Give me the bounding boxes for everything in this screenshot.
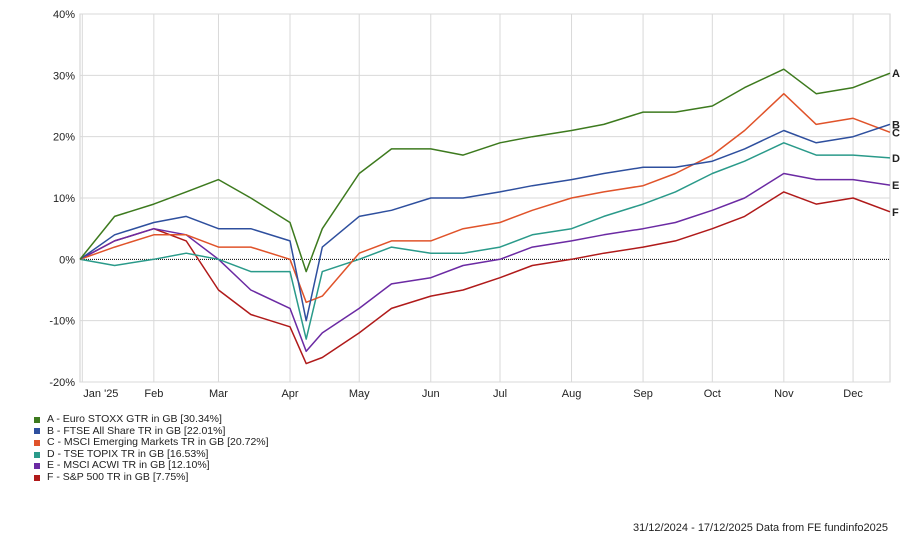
line-chart: 40% 30% 20% 10% 0% -10% -20% Jan '25 Feb Mar Apr Ma… (49, 9, 900, 400)
series-end-label: F (892, 207, 899, 219)
legend-label: F - S&P 500 TR in GB [7.75%] (47, 470, 189, 483)
legend-swatch (34, 428, 40, 435)
legend-swatch (34, 451, 40, 458)
series-end-label: D (892, 153, 900, 165)
legend-label: A - Euro STOXX GTR in GB [30.34%] (47, 413, 222, 425)
y-tick-label: -20% (49, 377, 75, 389)
legend-swatch (34, 416, 40, 423)
series-end-label: C (892, 127, 900, 139)
series-line-a (79, 68, 891, 273)
x-tick-label: Dec (843, 388, 863, 400)
legend-label: C - MSCI Emerging Markets TR in GB [20.7… (47, 436, 269, 449)
series-line-d (79, 142, 891, 340)
x-tick-label: May (349, 388, 370, 400)
data-source-footer: 31/12/2024 - 17/12/2025 Data from FE fun… (632, 522, 888, 534)
y-tick-label: 0% (59, 254, 75, 266)
x-tick-label: Jul (493, 388, 507, 400)
y-tick-label: -10% (49, 316, 75, 328)
series-line-c (79, 92, 891, 304)
series-line-f (79, 191, 891, 365)
x-tick-label: Mar (209, 388, 228, 400)
legend-label: E - MSCI ACWI TR in GB [12.10%] (47, 459, 210, 472)
series-end-label: E (892, 180, 899, 192)
x-tick-label: Jan '25 (83, 388, 118, 400)
y-tick-label: 30% (53, 70, 75, 82)
x-tick-label: Sep (633, 388, 653, 400)
legend-item: C - MSCI Emerging Markets TR in GB [20.7… (34, 437, 269, 449)
series-end-label: A (892, 68, 900, 80)
legend-item: A - Euro STOXX GTR in GB [30.34%] (34, 413, 269, 426)
x-tick-label: Nov (774, 388, 794, 400)
x-tick-label: Jun (422, 388, 440, 400)
legend-swatch (34, 474, 40, 481)
legend-label: B - FTSE All Share TR in GB [22.01%] (47, 424, 226, 437)
y-tick-label: 10% (53, 193, 75, 205)
legend-item: D - TSE TOPIX TR in GB [16.53%] (34, 447, 269, 461)
series-end-label: B (892, 119, 900, 131)
series-line-b (79, 123, 891, 322)
x-tick-label: Feb (144, 388, 163, 400)
legend-item: B - FTSE All Share TR in GB [22.01%] (34, 424, 269, 438)
x-tick-label: Aug (562, 388, 582, 400)
x-tick-label: Apr (281, 388, 298, 400)
legend-item: F - S&P 500 TR in GB [7.75%] (34, 470, 269, 484)
legend-item: E - MSCI ACWI TR in GB [12.10%] (34, 460, 269, 472)
legend-label: D - TSE TOPIX TR in GB [16.53%] (47, 447, 209, 460)
legend-swatch (34, 463, 40, 470)
y-tick-label: 20% (53, 132, 75, 144)
legend-swatch (34, 439, 40, 446)
chart-legend: A - Euro STOXX GTR in GB [30.34%] B - FTS… (34, 413, 269, 484)
y-tick-label: 40% (53, 9, 75, 21)
x-tick-label: Oct (704, 388, 721, 400)
